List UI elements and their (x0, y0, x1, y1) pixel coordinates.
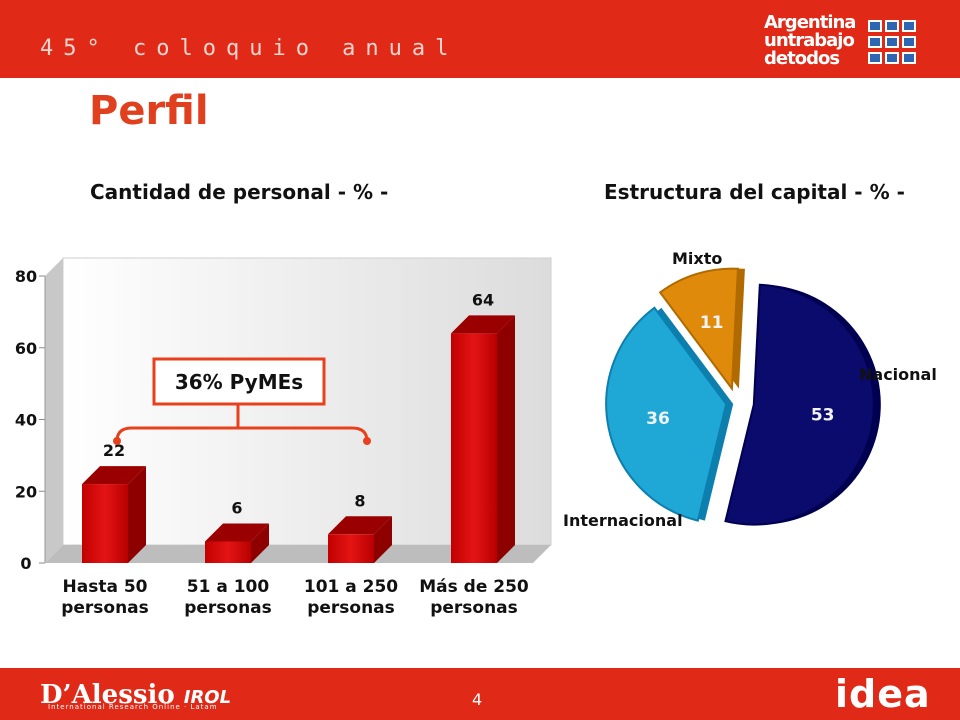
bar-top-3 (451, 315, 515, 334)
logo-line-2: untrabajo (764, 30, 855, 51)
pie-value-label-1: 36 (646, 409, 670, 429)
bar-chart-subtitle: Cantidad de personal - % - (90, 180, 389, 204)
callout-box (152, 357, 326, 406)
page-title: Perfil (89, 88, 209, 134)
pie-chart: 53 Nacional 36 Internacional 11 Mixto (563, 249, 937, 530)
pie-category-label-0: Nacional (859, 365, 937, 384)
x-tick-label-3-line2: personas (430, 598, 518, 618)
footer-bar (0, 668, 960, 720)
bar-1 (205, 541, 251, 563)
header-bar (0, 0, 960, 78)
x-tick-label-0-line2: personas (61, 598, 149, 618)
pie-slice-0 (724, 283, 875, 526)
bar-value-label-2: 8 (354, 491, 365, 510)
brand-irol: IROL (183, 687, 232, 708)
dalessio-logo: D’Alessio IROL (40, 680, 231, 710)
x-tick-label-0-line1: Hasta 50 (63, 577, 148, 597)
floor (45, 545, 551, 563)
x-tick-label-2-line2: personas (307, 598, 395, 618)
bar-value-label-1: 6 (231, 498, 242, 517)
bar-top-1 (205, 523, 269, 542)
logo-line-1: Argentina (764, 12, 856, 33)
bar-value-label-3: 64 (472, 290, 494, 309)
bar-side-1 (251, 523, 269, 563)
bar-side-3 (497, 315, 515, 563)
bar-side-0 (128, 466, 146, 563)
logo-line-3: detodos (764, 48, 840, 69)
pymes-callout: 36% PyMEs (113, 357, 371, 445)
bar-3 (451, 333, 497, 563)
callout-dot-right (363, 437, 371, 445)
bar-value-label-0: 22 (103, 441, 125, 460)
callout-label: 36% PyMEs (175, 370, 303, 394)
callout-dot-left (113, 437, 121, 445)
side-wall (45, 258, 63, 563)
pie-slice-2 (658, 267, 739, 392)
idea-logo: idea (835, 672, 931, 716)
x-tick-label-1-line1: 51 a 100 (187, 577, 270, 597)
x-tick-label-2-line1: 101 a 250 (304, 577, 398, 597)
bar-side-2 (374, 516, 392, 563)
pie-category-label-2: Mixto (672, 249, 722, 268)
pie-category-label-1: Internacional (563, 511, 683, 530)
pie-chart-subtitle: Estructura del capital - % - (604, 180, 905, 204)
y-tick-label-3: 60 (15, 339, 37, 358)
conference-text: 45° coloquio anual (40, 36, 459, 61)
pie-slice-1 (605, 306, 728, 522)
bar-top-0 (82, 466, 146, 485)
brand-main: D’Alessio (40, 680, 175, 710)
y-tick-label-1: 20 (15, 482, 37, 501)
pie-value-label-0: 53 (811, 406, 835, 426)
logo-icon-grid (868, 20, 916, 64)
bar-0 (82, 484, 128, 563)
bar-2 (328, 534, 374, 563)
x-tick-label-3-line1: Más de 250 (419, 577, 529, 597)
page-number: 4 (472, 690, 483, 709)
brand-sub: International Research Online · Latam (48, 703, 218, 711)
y-tick-label-2: 40 (15, 411, 37, 430)
argentina-logo: Argentina untrabajo detodos (760, 12, 928, 72)
bar-top-2 (328, 516, 392, 535)
callout-bracket (115, 426, 369, 442)
x-tick-label-1-line2: personas (184, 598, 272, 618)
y-tick-label-0: 0 (20, 554, 31, 573)
y-tick-label-4: 80 (15, 267, 37, 286)
pie-value-label-2: 11 (700, 313, 724, 333)
